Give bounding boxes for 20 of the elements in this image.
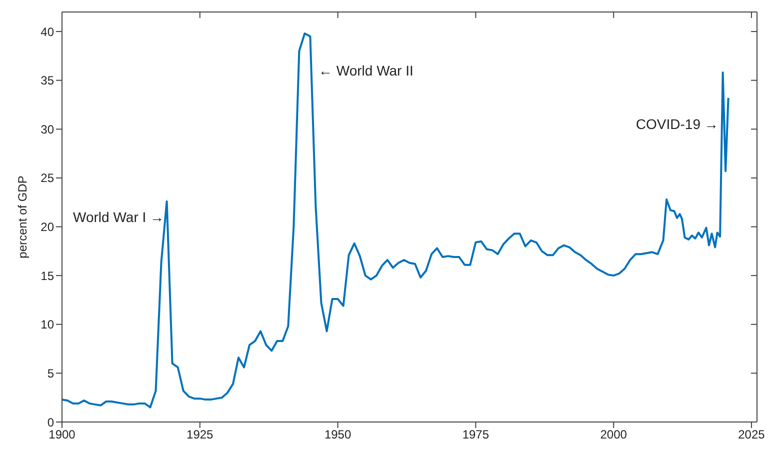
x-tick-label: 1975 — [462, 428, 490, 442]
y-tick-label: 20 — [40, 220, 54, 234]
x-tick-label: 1950 — [324, 428, 352, 442]
y-tick-label: 5 — [47, 366, 54, 380]
y-axis-title: percent of GDP — [15, 176, 30, 258]
x-tick-label: 1900 — [48, 428, 76, 442]
y-tick-label: 30 — [40, 122, 54, 136]
y-tick-label: 25 — [40, 171, 54, 186]
line-series — [62, 32, 730, 408]
y-tick-label: 0 — [47, 415, 54, 430]
x-tick-label: 1925 — [186, 428, 214, 442]
y-tick-label: 15 — [40, 268, 54, 283]
y-tick-label: 40 — [40, 24, 54, 39]
x-tick-label: 2025 — [738, 428, 766, 442]
x-tick-label: 2000 — [600, 428, 628, 442]
y-tick-label: 35 — [40, 74, 54, 88]
annotation: ← World War II — [318, 62, 414, 79]
annotation: COVID-19 → — [636, 116, 718, 132]
annotation: World War I → — [73, 208, 164, 225]
y-tick-label: 10 — [40, 318, 54, 332]
